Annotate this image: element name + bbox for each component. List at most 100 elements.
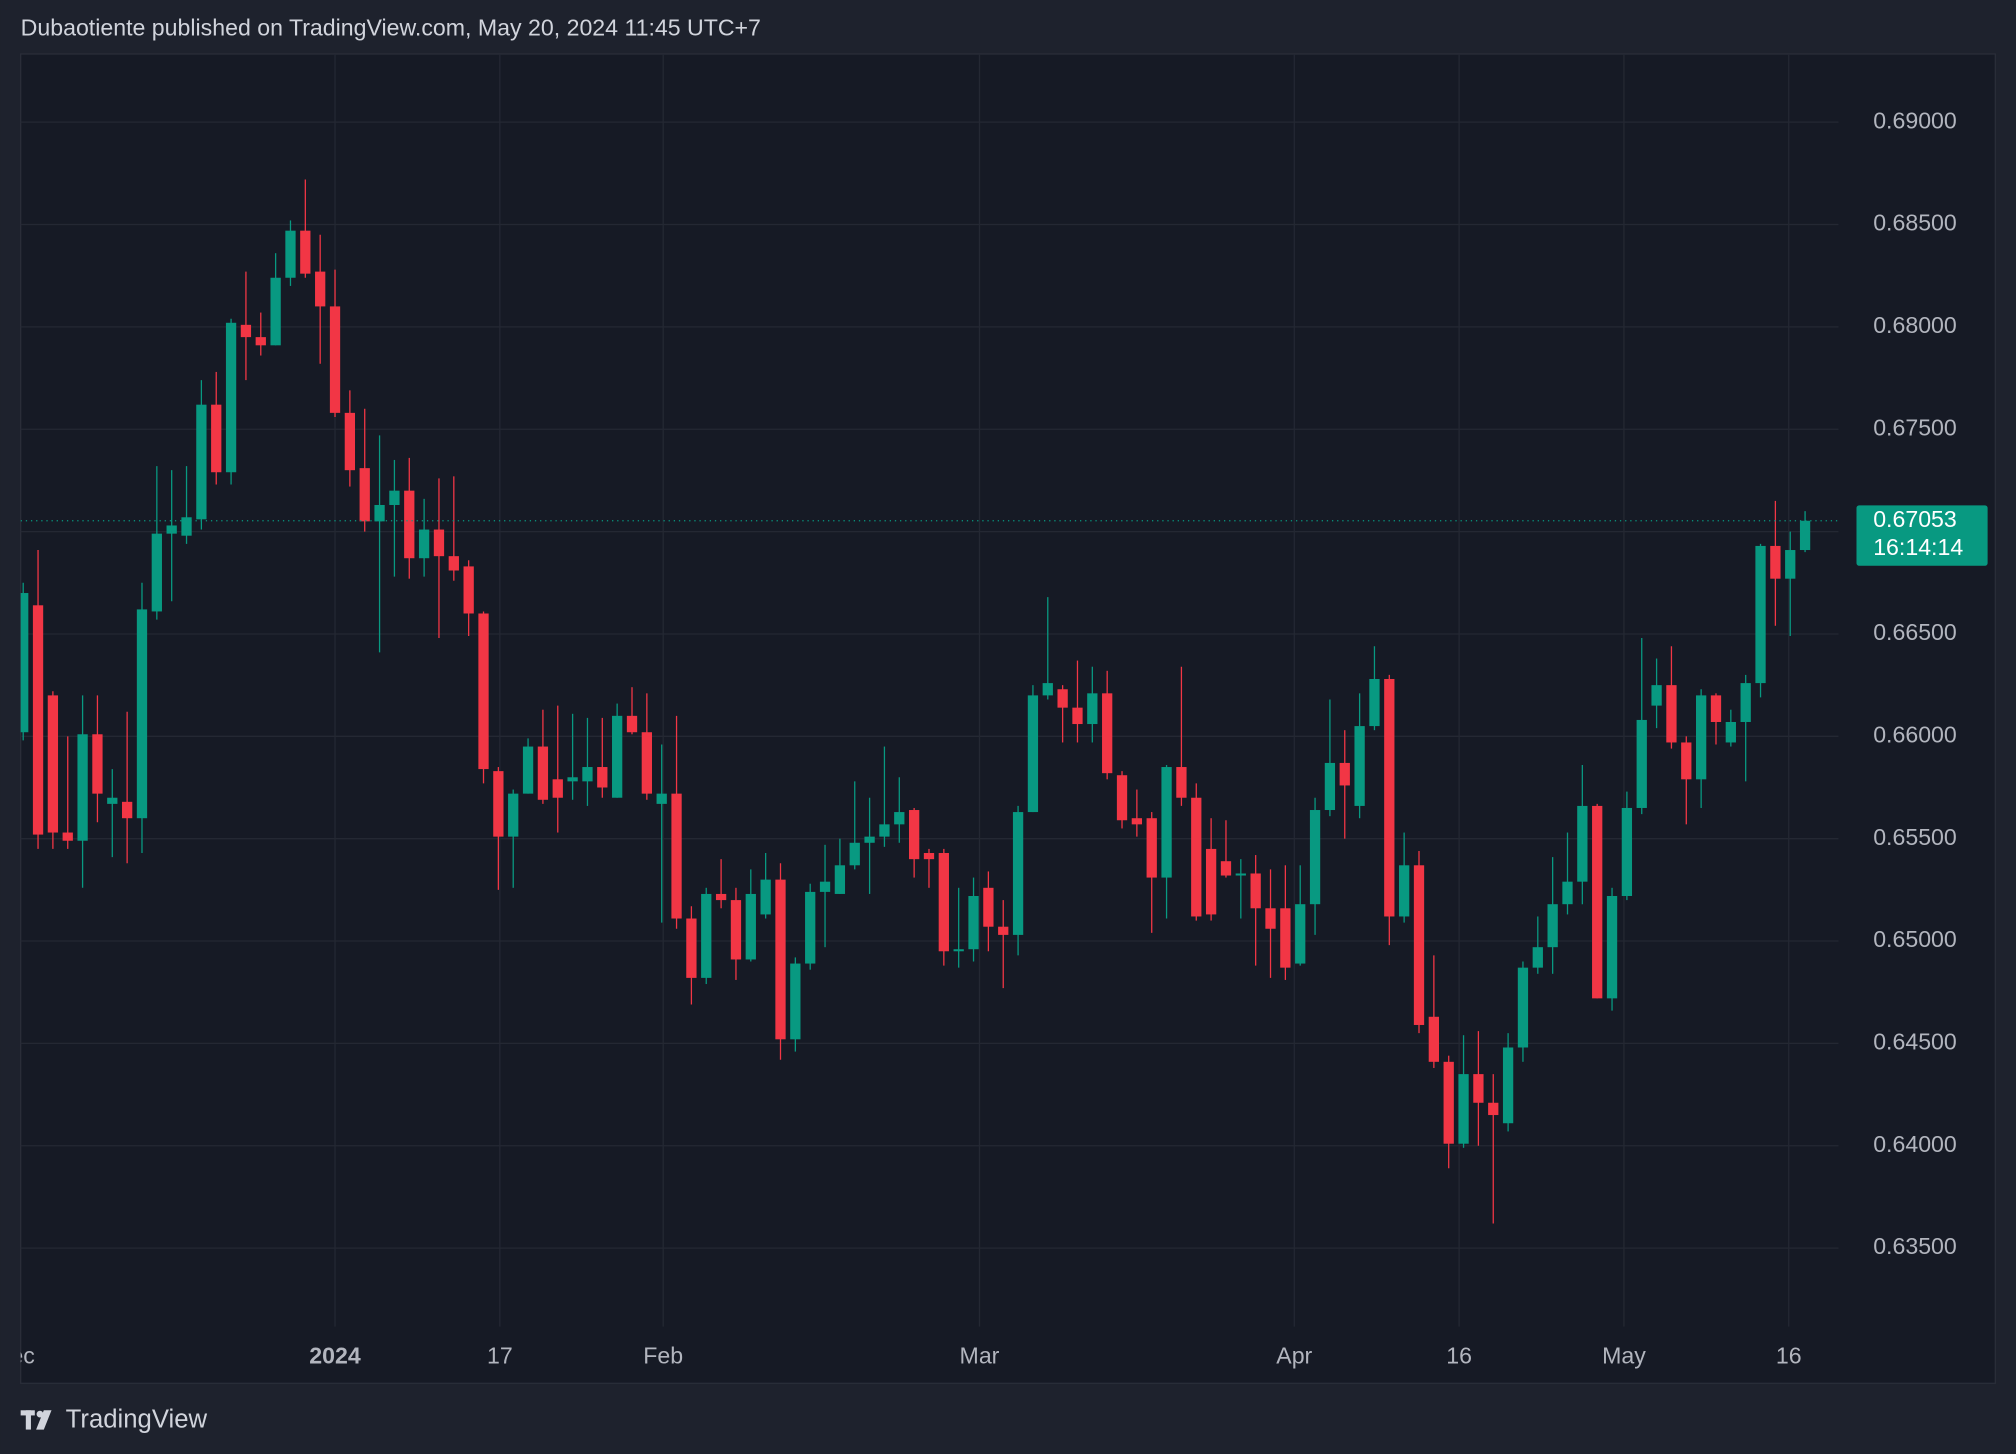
candle-body [1042, 683, 1053, 696]
candle-body [938, 853, 949, 952]
publish-header: Dubaotiente published on TradingView.com… [21, 15, 761, 41]
candle-body [418, 529, 430, 559]
candle-body [107, 797, 118, 804]
candle-body [1547, 904, 1558, 948]
candle-body [775, 879, 786, 1040]
candle-body [1577, 805, 1588, 882]
candle-body [864, 836, 875, 843]
candle-body [1799, 520, 1811, 551]
candle-body [1488, 1102, 1499, 1116]
candle-body [1413, 865, 1425, 1025]
candle-body [1072, 707, 1083, 725]
y-tick-label: 0.68000 [1873, 312, 1957, 338]
candle-body [1651, 685, 1662, 706]
candle-body [285, 230, 296, 278]
candle-body [300, 230, 311, 274]
candle-body [923, 853, 935, 860]
y-tick-label: 0.64500 [1873, 1029, 1957, 1055]
candle-body [1309, 810, 1321, 905]
candle-body [151, 533, 162, 612]
candle-body [1220, 861, 1232, 876]
candle-body [1562, 881, 1573, 905]
candle-body [121, 801, 133, 819]
candle-body [493, 771, 504, 837]
candle-body [478, 613, 489, 770]
candle-body [433, 529, 445, 557]
candle-body [1517, 967, 1529, 1048]
candle-body [1621, 807, 1633, 897]
candle-body [389, 490, 400, 505]
candle-body [1458, 1074, 1469, 1144]
candle-body [1027, 695, 1039, 813]
y-tick-label: 0.64000 [1873, 1131, 1957, 1157]
last-price-label: 0.67053 [1873, 506, 1957, 532]
candle-body [1785, 550, 1796, 579]
candle-body [1012, 812, 1024, 935]
candle-body [1606, 896, 1618, 999]
candle-body [522, 746, 534, 794]
candle-body [211, 404, 222, 473]
x-tick-label: Apr [1276, 1343, 1312, 1369]
candle-body [760, 879, 771, 915]
x-tick-label: Feb [643, 1343, 683, 1369]
candle-body [1695, 695, 1707, 780]
candle-body [225, 322, 237, 473]
candle-body [1324, 762, 1336, 811]
candle-body [359, 468, 370, 522]
candle-body [953, 949, 964, 952]
last-price-badge [1856, 505, 1988, 566]
candle-body [686, 918, 697, 978]
candle-body [1740, 683, 1751, 722]
candle-body [136, 609, 148, 819]
y-tick-label: 0.67500 [1873, 414, 1957, 440]
x-tick-label: 2024 [309, 1343, 361, 1369]
candle-body [62, 832, 73, 841]
candle-body [1205, 848, 1217, 915]
candle-body [374, 504, 385, 522]
candle-body [463, 566, 474, 614]
candle-body [1146, 818, 1157, 878]
candle-body [1102, 693, 1113, 774]
candle-body [730, 900, 742, 960]
countdown-label: 16:14:14 [1873, 534, 1963, 560]
candle-body [92, 734, 103, 794]
candle-body [879, 824, 890, 837]
candle-body [537, 746, 549, 800]
candle-body [597, 767, 608, 788]
candle-body [1339, 762, 1350, 786]
candle-body [196, 404, 207, 520]
candle-body [671, 793, 682, 919]
chart-pane [20, 53, 1996, 1384]
candle-body [1592, 805, 1603, 999]
candle-body [166, 525, 177, 534]
candle-body [1280, 908, 1291, 968]
candle-body [1755, 545, 1766, 684]
candle-body [1681, 742, 1692, 780]
candle-body [983, 887, 994, 927]
y-tick-label: 0.66500 [1873, 619, 1957, 645]
candle-body [47, 695, 59, 833]
candle-body [448, 556, 459, 571]
time-axis: Dec 2024 17 Feb Mar Apr 16 May 16 [21, 1343, 1802, 1369]
candle-body [894, 812, 905, 825]
candle-body [315, 271, 326, 307]
y-tick-label: 0.69000 [1873, 107, 1957, 133]
y-tick-label: 0.65500 [1873, 824, 1957, 850]
candle-body [1443, 1061, 1454, 1144]
candle-body [1235, 873, 1246, 876]
candle-body [329, 306, 341, 413]
candle-body [1250, 873, 1261, 909]
candle-body [1532, 947, 1543, 968]
brand-logo [20, 1410, 52, 1430]
candle-body [1770, 545, 1781, 579]
candle-body [1636, 719, 1647, 808]
candle-body [32, 605, 44, 835]
candle-body [805, 891, 816, 964]
candle-body [641, 732, 652, 794]
candle-body [1116, 775, 1128, 821]
x-tick-label: 17 [487, 1343, 513, 1369]
candle-body [181, 517, 192, 536]
x-tick-label: Mar [960, 1343, 1000, 1369]
candle-body [834, 865, 846, 894]
candle-body [998, 926, 1009, 935]
